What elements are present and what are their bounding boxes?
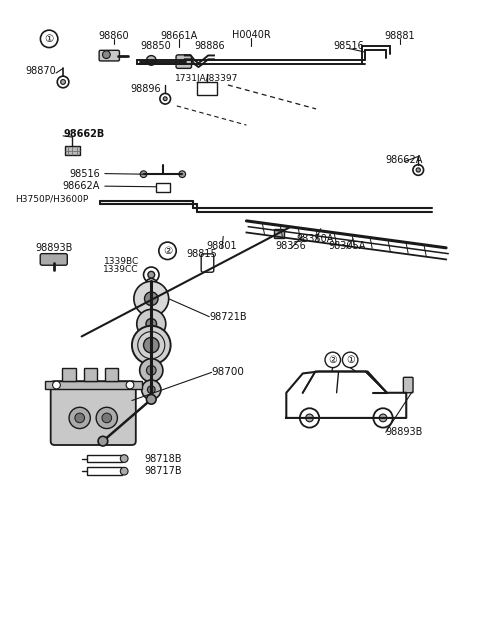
Circle shape [137,310,166,339]
Circle shape [146,56,156,65]
Text: 98718B: 98718B [144,454,182,464]
Circle shape [146,394,156,404]
Circle shape [140,171,147,178]
Circle shape [120,467,128,475]
Text: 98662A: 98662A [63,181,100,191]
Text: ②: ② [328,355,337,365]
Bar [45,381,142,389]
Circle shape [148,271,155,278]
Circle shape [40,30,58,48]
Circle shape [120,455,128,462]
Circle shape [146,365,156,375]
Circle shape [96,407,118,428]
Circle shape [102,413,112,423]
Text: 98850: 98850 [141,41,171,51]
Circle shape [144,337,159,353]
Text: 98305A: 98305A [328,241,365,251]
Text: 98700: 98700 [212,367,244,378]
Bar [65,146,80,155]
Text: 98721B: 98721B [209,312,247,322]
Text: 98662B: 98662B [63,129,104,139]
Bar [156,183,169,192]
Text: 98870: 98870 [25,66,56,76]
Circle shape [75,413,84,423]
Circle shape [126,381,134,389]
FancyBboxPatch shape [99,50,120,61]
Text: ①: ① [346,355,355,365]
Circle shape [98,436,108,446]
Bar [87,455,122,462]
Circle shape [379,414,387,422]
Circle shape [159,242,176,259]
FancyBboxPatch shape [176,55,192,68]
Text: 98860: 98860 [99,32,130,41]
Text: 98815: 98815 [186,249,217,259]
Text: 98516: 98516 [70,168,100,178]
Bar [84,368,97,381]
Circle shape [134,281,168,316]
Text: H0040R: H0040R [232,30,270,40]
Text: 98662A: 98662A [385,155,423,165]
Circle shape [147,386,155,394]
FancyBboxPatch shape [40,254,67,265]
Circle shape [140,358,163,382]
Text: 98516: 98516 [333,41,364,51]
Bar [274,228,284,238]
Circle shape [145,279,157,290]
Circle shape [144,292,158,306]
Text: 98896: 98896 [130,84,160,94]
Text: 1339CC: 1339CC [103,266,139,274]
Text: 98717B: 98717B [144,466,182,476]
Text: ②: ② [163,246,172,256]
Circle shape [132,326,170,365]
Circle shape [103,51,110,59]
Text: 98893B: 98893B [35,243,72,253]
Text: 98661A: 98661A [160,32,198,41]
Text: 98350A: 98350A [297,234,334,244]
Circle shape [144,267,159,282]
Circle shape [179,171,186,178]
Circle shape [149,282,154,287]
Circle shape [416,168,420,172]
FancyBboxPatch shape [403,378,413,393]
Text: H3750P/H3600P: H3750P/H3600P [15,195,89,204]
Bar [87,467,122,475]
Text: 1731JA/83397: 1731JA/83397 [175,74,239,84]
Circle shape [60,80,65,84]
Text: 98886: 98886 [194,41,225,51]
Circle shape [53,381,60,389]
FancyBboxPatch shape [51,381,136,445]
Circle shape [306,414,313,422]
Circle shape [325,352,340,368]
Bar [105,368,119,381]
Circle shape [163,97,167,101]
Text: 1339BC: 1339BC [104,257,139,266]
Text: 98881: 98881 [384,32,415,41]
Bar [62,368,76,381]
Text: 98893B: 98893B [386,427,423,437]
Text: 98801: 98801 [206,241,237,251]
Circle shape [146,319,156,329]
Text: 98356: 98356 [276,241,306,251]
Circle shape [142,380,161,399]
Text: ①: ① [45,34,54,44]
Bar [197,82,216,95]
Circle shape [342,352,358,368]
Circle shape [69,407,90,428]
